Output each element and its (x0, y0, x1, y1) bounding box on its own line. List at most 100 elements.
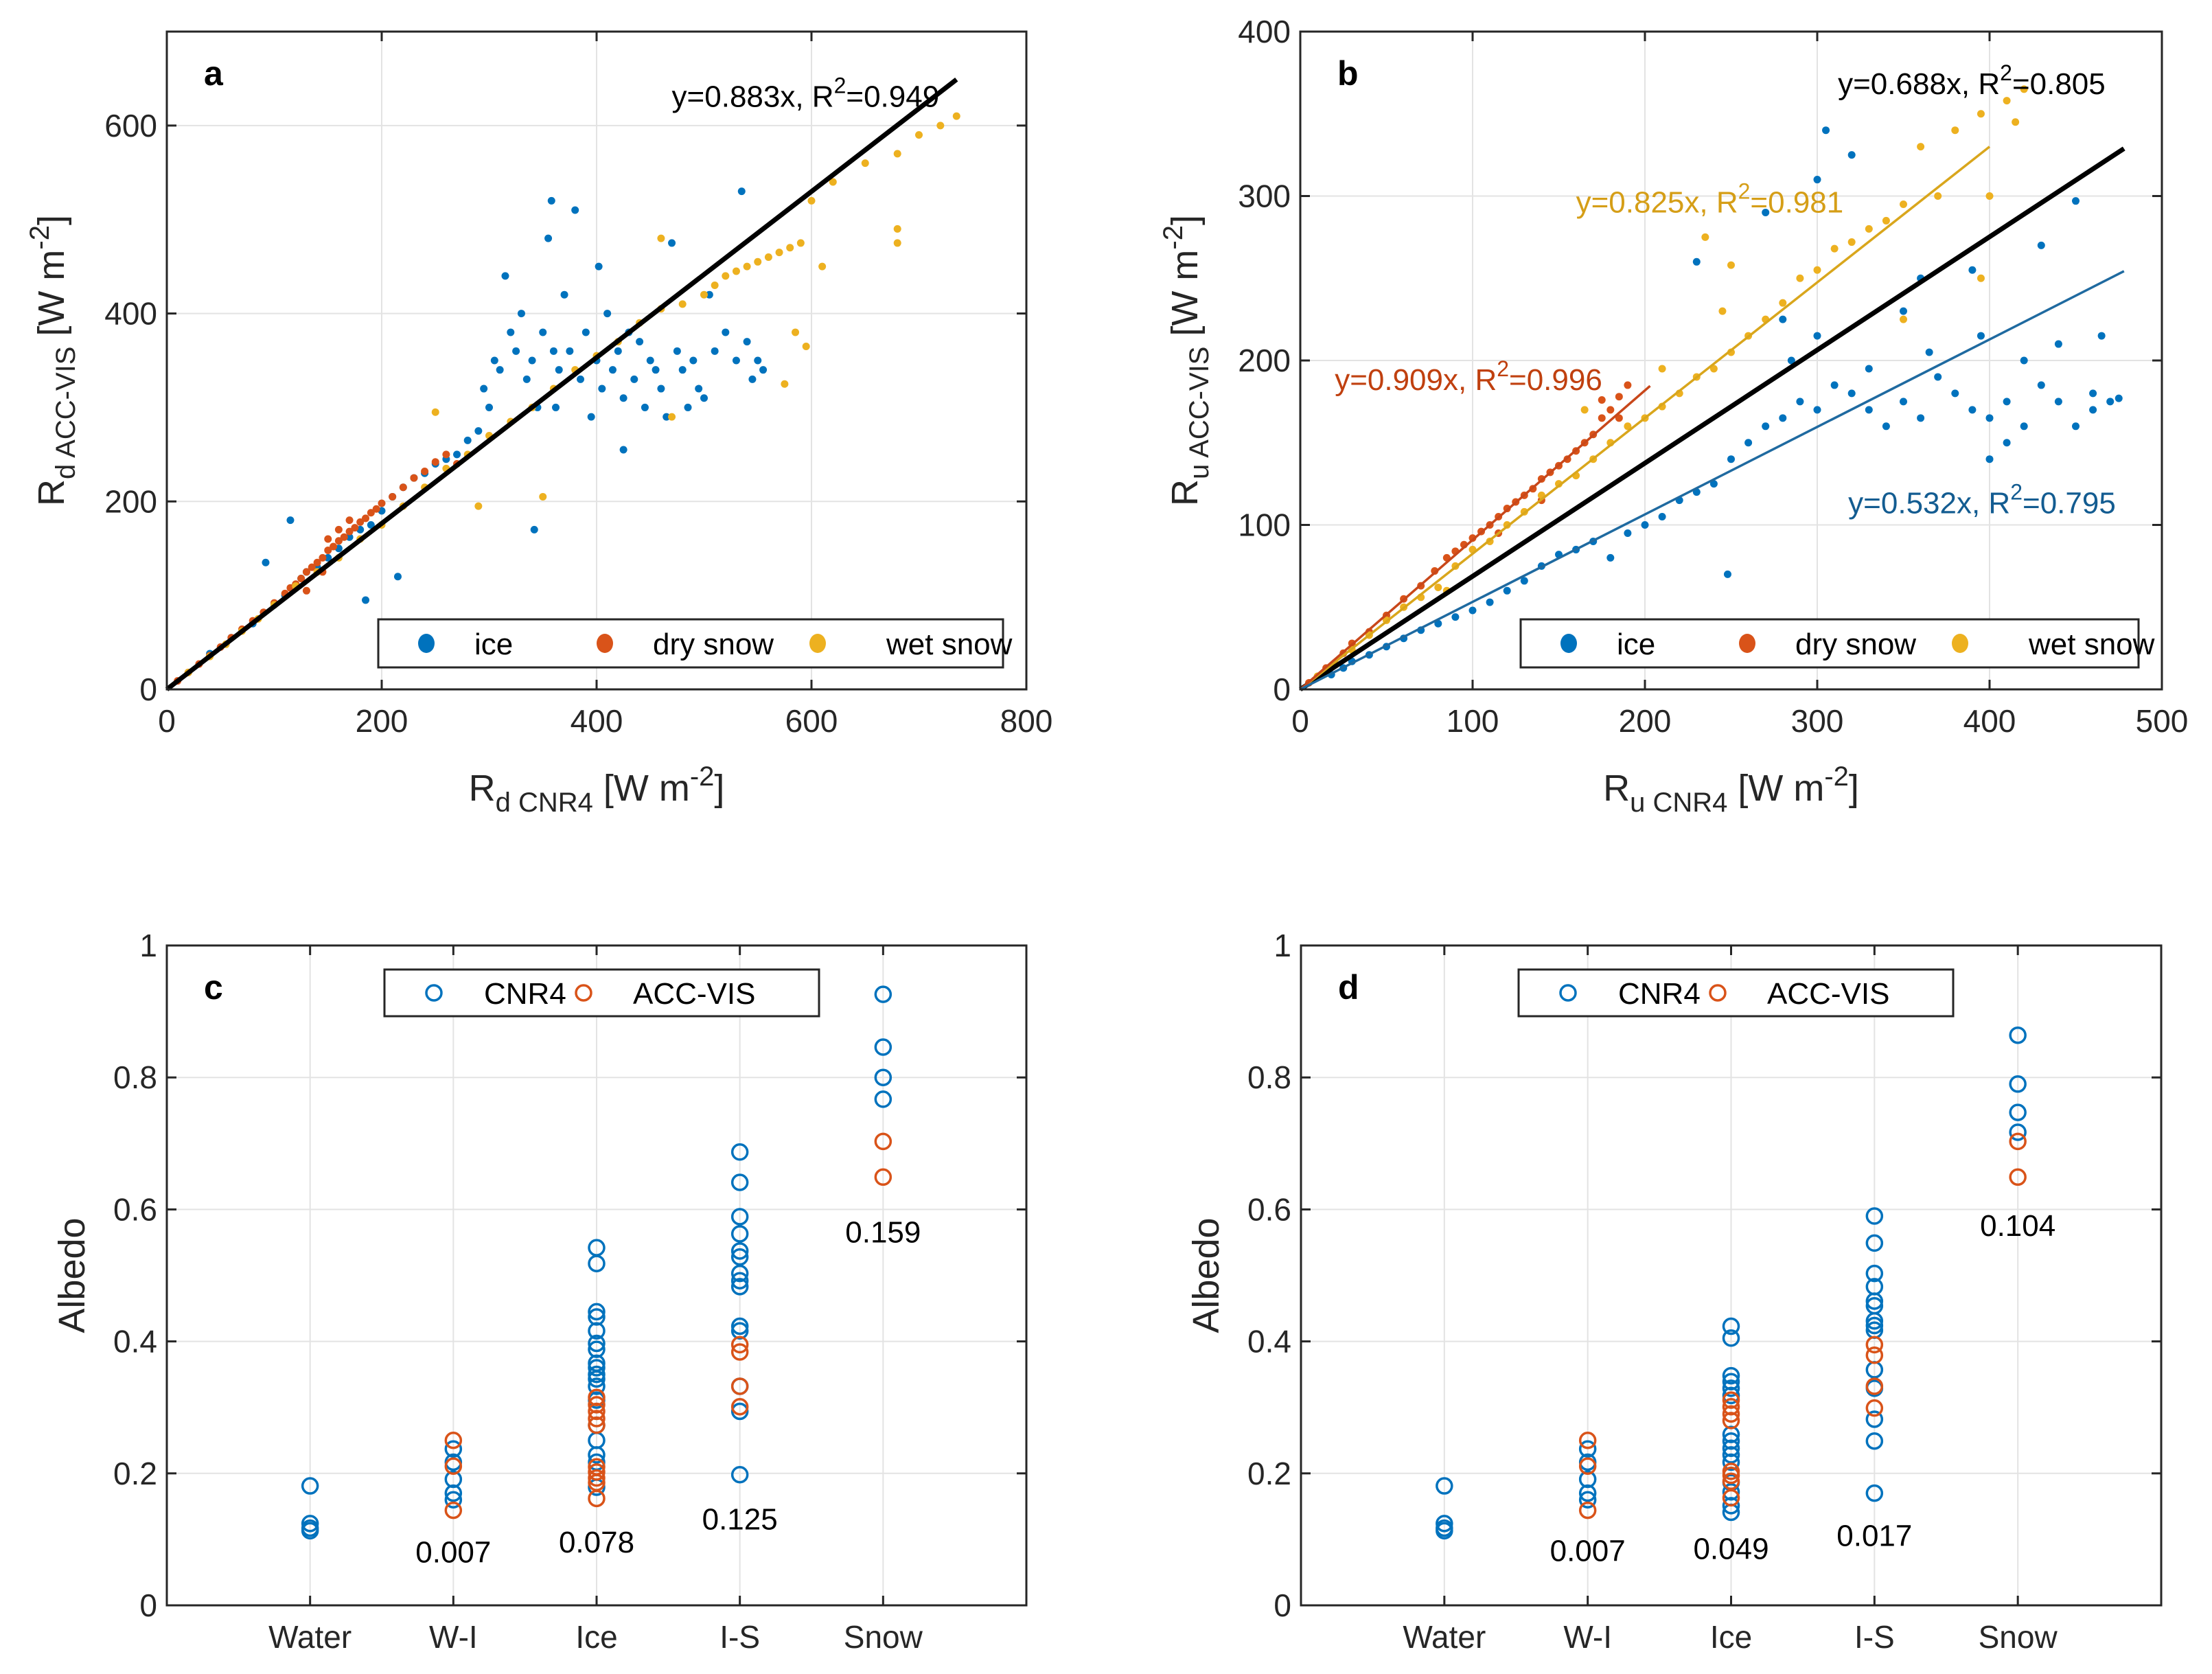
data-point (1900, 398, 1907, 406)
data-point (619, 446, 627, 454)
x-tick-label: 400 (571, 703, 623, 739)
y-tick-label: 0 (139, 672, 157, 707)
data-point (748, 375, 757, 383)
legend-entry-ACC-VIS: ACC-VIS (1709, 977, 1889, 1011)
fit-equation-tail: =0.795 (2023, 487, 2116, 520)
data-point (1865, 1484, 1884, 1502)
series-wet-snow (184, 112, 960, 676)
data-point (301, 1477, 319, 1495)
data-point (444, 1470, 463, 1489)
data-point (2097, 332, 2106, 340)
series-ACC-VIS (444, 1132, 892, 1520)
data-point (646, 356, 654, 365)
fit-equation: y=0.883x, R2=0.949 (672, 73, 940, 113)
data-point (1578, 1501, 1597, 1520)
legend-box (377, 618, 1004, 669)
data-point (1520, 577, 1528, 585)
data-point (308, 563, 316, 571)
legend: CNR4 ACC-VIS (383, 968, 820, 1018)
data-point (1779, 299, 1787, 307)
data-point (1722, 1379, 1740, 1397)
data-point (2115, 394, 2123, 402)
data-point (480, 385, 488, 393)
category-annotation: 0.017 (1836, 1520, 1912, 1553)
data-point (730, 1225, 749, 1243)
y-tick-label: 0.4 (113, 1324, 157, 1360)
data-point (301, 1522, 319, 1540)
data-point (1722, 1446, 1740, 1464)
data-point (2003, 439, 2011, 447)
data-point (730, 1465, 749, 1484)
fit-equation-main: y=0.825x, R (1576, 185, 1738, 219)
fit-equation-tail: =0.805 (2012, 67, 2106, 101)
panel-c-albedo-cnr4: 0.007 0.078 0.125 0.159 Water W-I Ice I-S Snow 0 0… (51, 928, 1028, 1655)
data-point (1658, 365, 1666, 373)
data-point (1486, 598, 1494, 606)
data-point (1436, 1515, 1453, 1533)
data-point (356, 518, 365, 526)
legend-entry-dry-snow: dry snow (1739, 628, 1916, 661)
data-point (566, 347, 574, 355)
data-point (1722, 1397, 1740, 1416)
data-point (1727, 455, 1735, 463)
data-point (754, 356, 762, 365)
y-axis-label: Rd ACC-VIS [W m-2] (25, 215, 81, 506)
data-point (1865, 1346, 1884, 1364)
y-tick-label: 1 (139, 928, 157, 963)
data-point (678, 366, 687, 374)
data-point (1468, 606, 1477, 615)
y-tick-label: 0.2 (113, 1456, 157, 1491)
y-tick-label: 400 (1238, 14, 1291, 49)
data-point (389, 492, 397, 501)
x-tick-label: 0 (158, 703, 176, 739)
data-point (1723, 570, 1731, 578)
data-point (737, 187, 746, 196)
data-point (560, 290, 568, 299)
data-point (1451, 613, 1460, 621)
axis-label-subscript: d ACC-VIS (51, 347, 81, 479)
y-tick-label: 0.2 (1247, 1456, 1291, 1491)
data-point (689, 356, 698, 365)
data-point (1701, 233, 1709, 241)
category-annotation: 0.159 (845, 1215, 921, 1249)
legend-marker (1739, 634, 1755, 653)
data-point (1934, 192, 1942, 200)
legend-marker (575, 984, 592, 1002)
data-point (587, 413, 595, 421)
data-point (874, 1132, 892, 1151)
panel-label: d (1338, 968, 1359, 1007)
data-point (1722, 1317, 1740, 1335)
data-point (722, 328, 730, 336)
fit-equation: y=0.688x, R2=0.805 (1838, 60, 2106, 101)
fit-line (1299, 146, 1991, 691)
data-point (362, 596, 370, 604)
data-point (1434, 584, 1442, 592)
category-annotation: 0.007 (415, 1536, 491, 1570)
data-point (1882, 216, 1890, 225)
fit-equation-main: y=0.909x, R (1335, 363, 1497, 397)
data-point (1578, 1484, 1597, 1502)
data-point (874, 1090, 892, 1108)
data-point (474, 427, 483, 435)
data-point (588, 1489, 606, 1508)
data-point (1830, 381, 1839, 389)
data-point (663, 413, 671, 421)
fit-equation-sup: 2 (2000, 60, 2012, 85)
data-point (730, 1402, 749, 1421)
data-point (588, 1303, 606, 1321)
data-point (705, 290, 713, 299)
data-point (334, 537, 343, 545)
data-point (1722, 1425, 1740, 1443)
data-point (2054, 398, 2062, 406)
data-point (730, 1335, 749, 1354)
data-point (351, 524, 359, 532)
data-point (614, 347, 622, 355)
axis-label-unit: [W m (31, 250, 72, 347)
data-point (743, 262, 751, 271)
y-tick-label: 600 (104, 108, 157, 144)
x-tick-label: 0 (1291, 703, 1309, 739)
data-point (695, 385, 703, 393)
legend-label: ACC-VIS (633, 977, 755, 1011)
data-point (372, 505, 380, 513)
fit-equation-sup: 2 (2010, 480, 2023, 505)
